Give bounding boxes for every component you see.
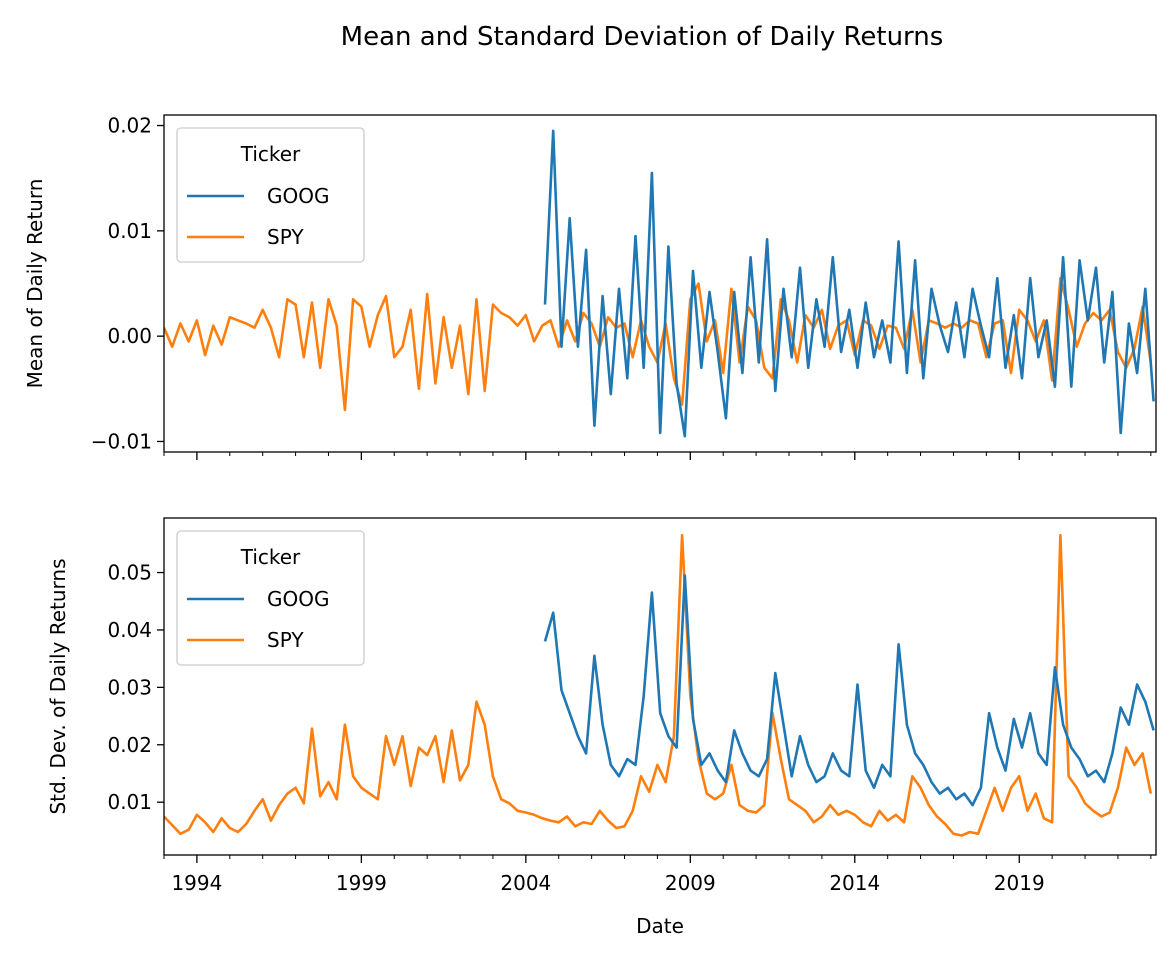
legend-entry-spy: SPY (267, 225, 304, 249)
series-line-spy (164, 533, 1153, 837)
y-axis-label: Mean of Daily Return (23, 179, 47, 389)
x-tick-label: 2009 (665, 871, 716, 895)
y-tick-label: 0.05 (107, 561, 152, 585)
chart-panel-2: 0.01 0.02 0.03 0.04 0.05 1994 1999 2004 2009 2014… (46, 517, 1157, 938)
legend-box (176, 127, 365, 263)
y-tick-label: 0.04 (107, 618, 152, 642)
axes-frame (163, 517, 1157, 856)
legend-title: Ticker (240, 545, 301, 569)
y-tick-label: 0.00 (107, 324, 152, 348)
legend-title: Ticker (240, 142, 301, 166)
legend-entry-spy: SPY (267, 628, 304, 652)
chart-panel-1: −0.01 0.00 0.01 0.02 Mean of Daily Return Tic… (23, 114, 1157, 460)
x-tick-label: 2019 (994, 871, 1045, 895)
y-tick-label: 0.02 (107, 733, 152, 757)
y-axis-label: Std. Dev. of Daily Returns (46, 558, 70, 814)
figure-title: Mean and Standard Deviation of Daily Ret… (341, 22, 944, 52)
x-tick-label: 1994 (171, 871, 222, 895)
series-lines (164, 533, 1155, 837)
y-tick-label: 0.01 (107, 219, 152, 243)
series-lines (164, 129, 1155, 438)
axes-frame (163, 114, 1157, 453)
y-tick-label: 0.02 (107, 114, 152, 138)
x-tick-label: 1999 (336, 871, 387, 895)
y-tick-label: 0.03 (107, 675, 152, 699)
x-tick-label: 2004 (500, 871, 551, 895)
legend: Ticker GOOG SPY (176, 127, 365, 263)
legend: Ticker GOOG SPY (176, 530, 365, 666)
x-axis-label: Date (636, 914, 684, 938)
y-tick-label: 0.01 (107, 790, 152, 814)
x-tick-label: 2014 (829, 871, 880, 895)
legend-box (176, 530, 365, 666)
series-line-goog (543, 574, 1155, 807)
legend-entry-goog: GOOG (267, 587, 329, 611)
series-line-goog (543, 129, 1155, 438)
legend-entry-goog: GOOG (267, 184, 329, 208)
y-tick-label: −0.01 (91, 429, 152, 453)
